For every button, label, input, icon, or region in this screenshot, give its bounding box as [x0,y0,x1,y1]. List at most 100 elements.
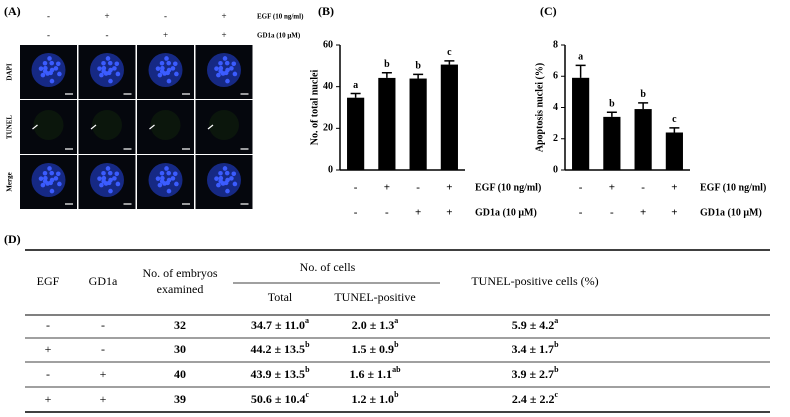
significance-letter: b [609,98,615,109]
cell-value: 44.2 ± 13.5 [250,342,305,356]
error-bar [444,60,455,65]
condition-sign: + [221,30,226,40]
nucleus [97,66,102,71]
significance-letter: b [415,61,421,72]
x-condition-sign: + [640,207,646,219]
nucleus [166,188,172,194]
y-tick-label: 0 [553,164,558,175]
bar [378,77,396,170]
table-header: GD1a [89,274,118,288]
nucleus [172,61,178,67]
table-header: Total [268,290,293,304]
panel-label: (B) [318,4,334,18]
condition-name: EGF (10 ng/ml) [257,13,304,21]
nucleus [108,78,113,84]
nucleus [166,78,172,84]
nucleus [214,176,219,181]
x-condition-name: EGF (10 ng/ml) [475,182,541,193]
table-cell: 5.9 ± 4.2a [512,316,559,332]
condition-sign: - [47,11,50,21]
table-cell: + [45,392,52,406]
cell-value: 5.9 ± 4.2 [512,318,555,332]
cell-superscript: b [394,340,399,349]
x-condition-sign: + [446,207,452,219]
nucleus [229,66,234,71]
y-tick-label: 2 [553,133,558,144]
nucleus [99,72,104,78]
nucleus [101,170,106,176]
cell-superscript: a [305,316,309,325]
x-condition-sign: + [671,182,677,194]
condition-sign: + [221,11,226,21]
significance-letter: a [353,80,358,91]
embryo-glow [33,110,64,140]
nucleus [43,175,48,181]
nucleus [224,60,230,66]
x-condition-name: GD1a (10 μM) [700,207,762,218]
nucleus [114,61,120,67]
nucleus [47,166,52,171]
table-cell: 2.4 ± 2.2c [512,390,559,406]
nucleus [115,71,121,77]
nucleus [101,60,106,66]
cell-superscript: ab [392,365,401,374]
nucleus [53,66,59,71]
arrow [207,124,214,130]
error-bar [350,92,361,98]
nucleus [155,176,161,181]
table-cell: 3.9 ± 2.7b [511,365,559,381]
significance-letter: a [578,52,583,63]
nucleus [57,71,62,77]
nucleus [114,171,120,177]
significance-letter: b [384,59,390,70]
nucleus [160,65,165,71]
nucleus [216,72,221,78]
x-condition-name: EGF (10 ng/ml) [700,182,766,193]
table-cell: 1.6 ± 1.1ab [349,365,401,381]
nucleus [166,60,172,66]
nucleus [115,181,121,187]
cell-superscript: b [305,365,310,374]
table-cell: 32 [174,318,186,332]
nucleus [97,176,102,181]
nucleus [49,188,55,194]
condition-sign: - [106,30,109,40]
nucleus [174,181,179,187]
nucleus [40,182,46,188]
x-condition-sign: - [610,207,614,219]
nucleus [38,66,44,71]
condition-sign: + [104,11,109,21]
table-cell: + [100,367,107,381]
cell-superscript: b [305,340,310,349]
error-bar [638,102,649,110]
embryo-nuclei [148,53,183,87]
panel-label: (D) [4,232,21,246]
nucleus [232,181,238,187]
cell-value: 3.9 ± 2.7 [511,367,554,381]
nucleus [164,166,169,171]
bar [603,116,621,170]
x-condition-sign: - [385,207,389,219]
table-cell: 50.6 ± 10.4c [251,390,310,406]
nucleus [231,61,237,67]
error-bar [413,73,424,79]
x-condition-sign: + [446,182,452,194]
panel-label: (A) [4,4,21,18]
y-tick-label: 40 [323,81,333,92]
cell-value: 3.4 ± 1.7 [511,342,554,356]
cell-superscript: c [555,390,559,399]
image-row-label: DAPI [6,63,14,80]
x-condition-sign: + [671,207,677,219]
nucleus [170,66,176,71]
y-axis-label: Apoptosis nuclei (%) [534,63,545,152]
y-axis-label: No. of total nuclei [309,70,320,146]
nucleus [164,56,169,61]
x-condition-sign: + [609,182,615,194]
nucleus [218,170,223,176]
table-cell: 2.0 ± 1.3a [352,316,399,332]
bar [347,97,365,170]
cell-superscript: a [394,316,398,325]
table-cell: 1.5 ± 0.9b [351,340,399,356]
bar [440,64,458,170]
